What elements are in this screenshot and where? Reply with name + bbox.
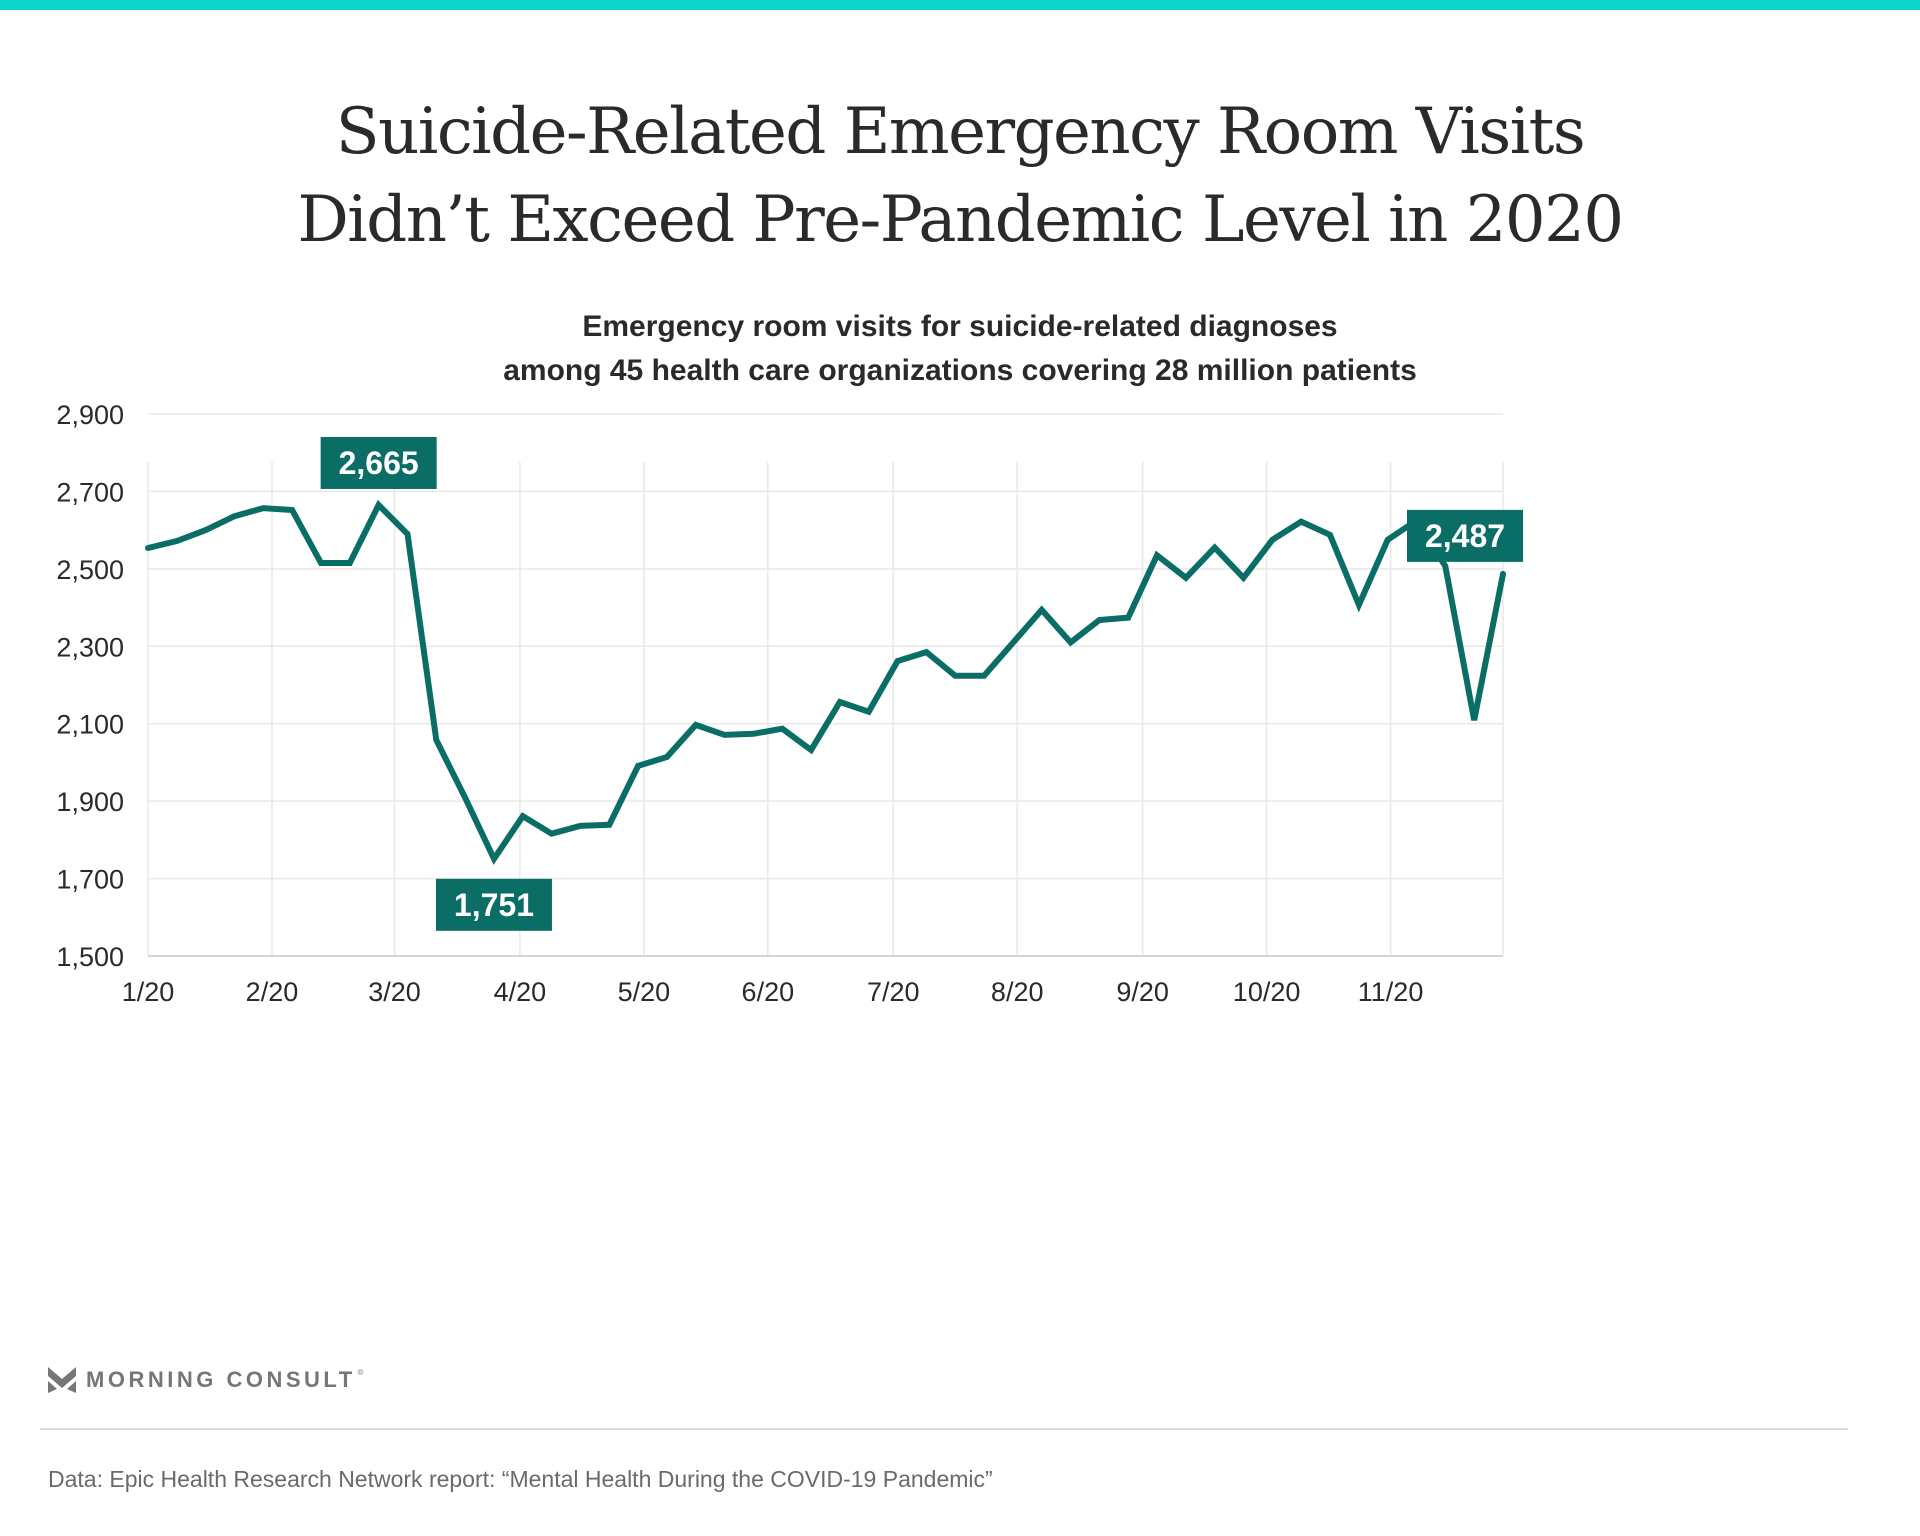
data-labels: 2,665 1,751 2,487 <box>320 436 1523 931</box>
data-label-box <box>435 878 552 931</box>
y-tick-label: 2,300 <box>56 632 124 662</box>
data-label: 2,665 <box>320 436 437 489</box>
x-gridlines <box>147 462 1504 956</box>
subtitle-line-1: Emergency room visits for suicide-relate… <box>582 310 1338 343</box>
x-tick-label: 6/20 <box>742 977 795 1007</box>
series-line <box>145 499 1506 865</box>
title-line-2: Didn’t Exceed Pre-Pandemic Level in 2020 <box>297 183 1624 257</box>
data-label-text: 1,751 <box>454 887 534 923</box>
y-tick-label: 2,100 <box>56 710 124 740</box>
y-tick-label: 1,700 <box>56 865 124 895</box>
source-note: Data: Epic Health Research Network repor… <box>48 1466 993 1492</box>
x-tick-label: 7/20 <box>867 977 920 1007</box>
top-accent-bar <box>0 0 1920 10</box>
x-axis-ticks: 1/20 2/20 3/20 4/20 5/20 6/20 7/20 8/20 9/20 10/2… <box>122 977 1424 1007</box>
morning-consult-logo: MORNING CONSULT ® <box>48 1366 364 1394</box>
footer-divider <box>40 1428 1848 1430</box>
x-tick-label: 1/20 <box>122 977 175 1007</box>
subtitle-line-2: among 45 health care organizations cover… <box>503 354 1417 387</box>
y-tick-label: 1,900 <box>56 787 124 817</box>
logo-wordmark: MORNING CONSULT <box>86 1367 356 1392</box>
x-tick-label: 8/20 <box>991 977 1044 1007</box>
chart-title: Suicide-Related Emergency Room Visits Di… <box>0 88 1920 264</box>
y-axis-ticks: 1,500 1,700 1,900 2,100 2,300 2,500 2,700 2,900 <box>56 400 124 972</box>
data-label-text: 2,665 <box>339 445 419 481</box>
data-label-box <box>1407 509 1523 562</box>
x-tick-label: 5/20 <box>618 977 671 1007</box>
title-line-1: Suicide-Related Emergency Room Visits <box>335 95 1586 169</box>
y-tick-label: 2,900 <box>56 400 124 430</box>
morning-consult-chevron-icon <box>48 1367 76 1393</box>
x-tick-label: 11/20 <box>1358 977 1424 1007</box>
y-tick-label: 2,700 <box>56 477 124 507</box>
y-tick-label: 2,500 <box>56 555 124 585</box>
data-label: 2,487 <box>1407 509 1523 562</box>
x-tick-label: 2/20 <box>246 977 299 1007</box>
y-tick-label: 1,500 <box>56 942 124 972</box>
data-label: 1,751 <box>435 878 552 931</box>
x-tick-label: 10/20 <box>1233 977 1301 1007</box>
line-chart: 1,500 1,700 1,900 2,100 2,300 2,500 2,700 2,900… <box>56 400 1523 1007</box>
registered-mark: ® <box>357 1367 364 1377</box>
x-tick-label: 3/20 <box>368 977 421 1007</box>
chart-subtitle: Emergency room visits for suicide-relate… <box>0 305 1920 393</box>
x-tick-label: 9/20 <box>1116 977 1169 1007</box>
data-label-text: 2,487 <box>1425 518 1505 554</box>
x-tick-label: 4/20 <box>494 977 547 1007</box>
data-label-box <box>320 436 437 489</box>
